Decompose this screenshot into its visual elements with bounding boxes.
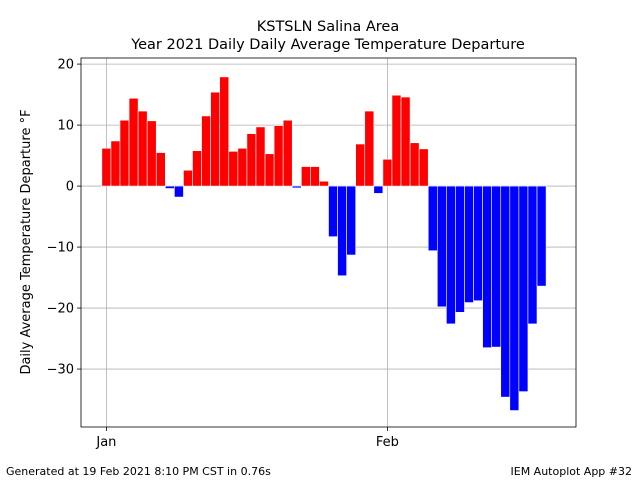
y-axis-ticks: 20 10 0 −10 −20 −30 — [47, 58, 81, 378]
bar-day — [346, 185, 357, 256]
bar-day — [491, 185, 502, 348]
x-tick-label: Jan — [95, 435, 116, 450]
bar-day — [319, 180, 329, 187]
plot-frame — [80, 57, 577, 428]
bar-day — [527, 185, 538, 325]
bar-day — [446, 185, 456, 325]
chart-title: KSTSLN Salina Area — [257, 19, 400, 35]
bar-day — [473, 185, 483, 302]
bar-day — [192, 150, 202, 187]
y-axis-label: Daily Average Temperature Departure °F — [19, 109, 34, 374]
bar-day — [201, 115, 211, 187]
footer-app-text: IEM Autoplot App #32 — [510, 465, 633, 478]
bar-day — [518, 185, 529, 392]
bar-day — [137, 110, 148, 187]
bar-day — [291, 185, 302, 189]
bar-day — [146, 120, 157, 187]
bar-day — [128, 97, 139, 187]
bar-day — [337, 185, 347, 277]
bar-day — [237, 147, 248, 187]
bar-day — [427, 185, 438, 252]
bar-day — [400, 96, 411, 187]
bar-day — [219, 76, 230, 187]
bar-day — [110, 140, 121, 187]
bar-day — [482, 185, 492, 349]
y-tick-label: 10 — [57, 119, 74, 134]
bar-day — [255, 126, 266, 187]
y-tick-label: 20 — [57, 58, 74, 73]
bar-day — [500, 185, 511, 398]
footer-generated-text: Generated at 19 Feb 2021 8:10 PM CST in … — [6, 465, 271, 478]
y-tick-label: −20 — [47, 302, 74, 317]
bar-day — [328, 185, 338, 238]
bar-day — [282, 119, 293, 187]
bar-day — [418, 148, 429, 187]
bar-day — [391, 94, 402, 187]
bar-day — [119, 119, 130, 187]
bar-day — [536, 185, 547, 287]
bar-day — [174, 185, 184, 198]
bar-day — [273, 125, 284, 187]
bar-day — [183, 169, 193, 187]
bar-day — [382, 158, 393, 187]
bar-day — [464, 185, 474, 303]
bar-day — [228, 151, 239, 187]
bar-day — [210, 91, 221, 187]
bar-day — [364, 110, 375, 187]
bar-day — [310, 166, 320, 187]
x-axis-ticks: Jan Feb — [95, 427, 399, 450]
bar-day — [355, 143, 366, 187]
bar-day — [436, 185, 447, 308]
y-tick-label: −10 — [47, 241, 74, 256]
bar-day — [409, 142, 420, 187]
bar-day — [300, 166, 311, 187]
bar-day — [101, 147, 112, 187]
bar-day — [509, 185, 520, 411]
bars — [101, 76, 547, 411]
bar-day — [264, 153, 275, 187]
y-tick-label: 0 — [66, 180, 74, 195]
x-tick-label: Feb — [376, 435, 399, 450]
chart-subtitle: Year 2021 Daily Daily Average Temperatur… — [130, 37, 525, 53]
bar-day — [455, 185, 465, 313]
bar-day — [246, 133, 257, 187]
bar-day — [373, 185, 384, 194]
bar-day — [155, 152, 166, 187]
bar-day — [165, 185, 175, 189]
y-tick-label: −30 — [47, 363, 74, 378]
